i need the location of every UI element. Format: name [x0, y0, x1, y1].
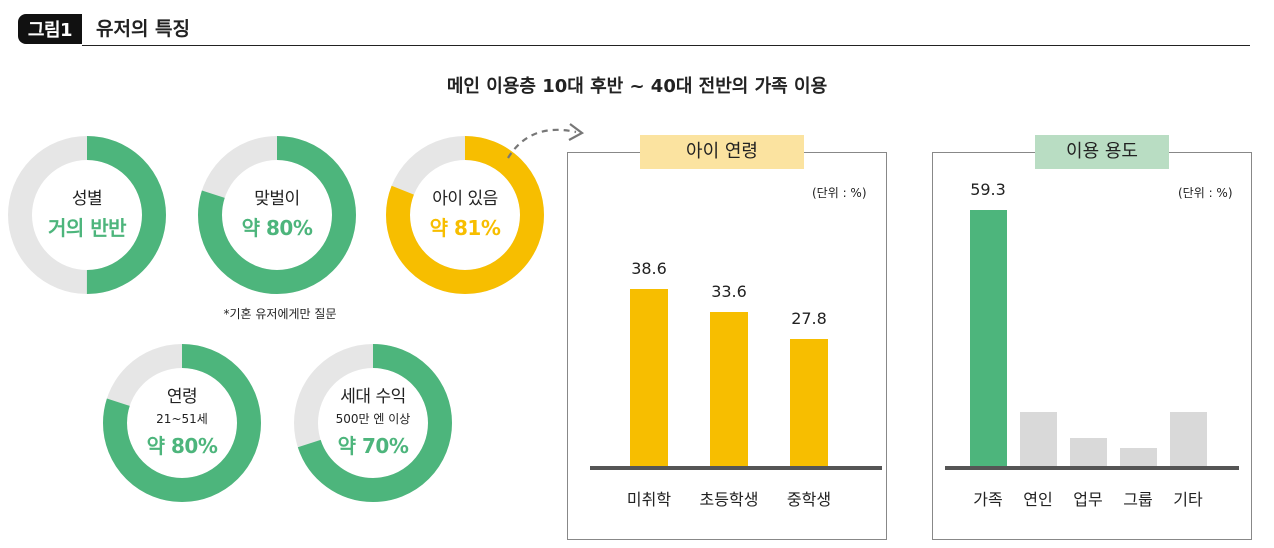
donut-age: 연령 21~51세 약 80%: [103, 344, 261, 502]
donut-sub: 500만 엔 이상: [335, 412, 411, 426]
unit-label: (단위 : %): [812, 186, 867, 200]
donut-value: 거의 반반: [47, 216, 127, 240]
donut-ring: [386, 136, 544, 294]
donut-sub: 21~51세: [156, 412, 208, 426]
figure-title: 유저의 특징: [96, 18, 191, 40]
donut-household-income: 세대 수익 500만 엔 이상 약 70%: [294, 344, 452, 502]
donut-label: 연령: [166, 387, 198, 407]
donut-arc: [8, 136, 166, 294]
donut-ring: [8, 136, 166, 294]
donut-value: 약 70%: [337, 434, 409, 458]
category-label: 기타: [1173, 490, 1203, 509]
bar: [790, 338, 828, 466]
value-label: 27.8: [791, 308, 827, 328]
dashed-arrow-icon: [507, 123, 585, 159]
value-label: 38.6: [631, 259, 667, 278]
title-divider: [82, 45, 1250, 46]
donut-dual-income: 맞벌이 약 80%: [198, 136, 356, 294]
donut-arc: [198, 136, 356, 294]
unit-label: (단위 : %): [1178, 186, 1233, 200]
baseline: [590, 466, 882, 470]
value-label: 59.3: [970, 180, 1006, 199]
bar: [969, 210, 1007, 466]
bar: [1119, 448, 1157, 466]
category-label: 업무: [1073, 490, 1103, 509]
donut-value: 약 81%: [429, 216, 501, 240]
donut-value: 약 80%: [241, 216, 313, 240]
bar: [630, 289, 668, 466]
donut-ring: [103, 344, 261, 502]
donut-value: 약 80%: [146, 434, 218, 458]
bar: [1019, 412, 1057, 466]
headline: 메인 이용층 10대 후반 ~ 40대 전반의 가족 이용: [446, 76, 828, 97]
usage-purpose-title: 이용 용도: [1035, 135, 1169, 169]
footnote: *기혼 유저에게만 질문: [223, 307, 337, 321]
bar: [710, 311, 748, 466]
donut-arc: [386, 136, 544, 294]
donut-label: 성별: [71, 189, 103, 209]
bar: [1069, 437, 1107, 466]
category-label: 중학생: [786, 490, 832, 509]
category-label: 가족: [973, 490, 1003, 509]
child-age-title: 아이 연령: [640, 135, 804, 169]
category-label: 그룹: [1123, 490, 1153, 509]
donut-arc: [103, 344, 261, 502]
donut-label: 아이 있음: [432, 189, 498, 209]
baseline: [945, 466, 1239, 470]
donut-label: 세대 수익: [340, 387, 406, 407]
category-label: 연인: [1023, 490, 1053, 509]
bar: [1169, 412, 1207, 466]
donut-arc: [294, 344, 452, 502]
donut-label: 맞벌이: [254, 189, 300, 209]
value-label: 33.6: [711, 281, 747, 301]
donut-has-children: 아이 있음 약 81%: [386, 136, 544, 294]
figure-badge: 그림1: [18, 14, 82, 44]
donut-gender: 성별 거의 반반: [8, 136, 166, 294]
donut-ring: [294, 344, 452, 502]
category-label: 미취학: [626, 490, 672, 509]
donut-ring: [198, 136, 356, 294]
category-label: 초등학생: [699, 490, 759, 509]
